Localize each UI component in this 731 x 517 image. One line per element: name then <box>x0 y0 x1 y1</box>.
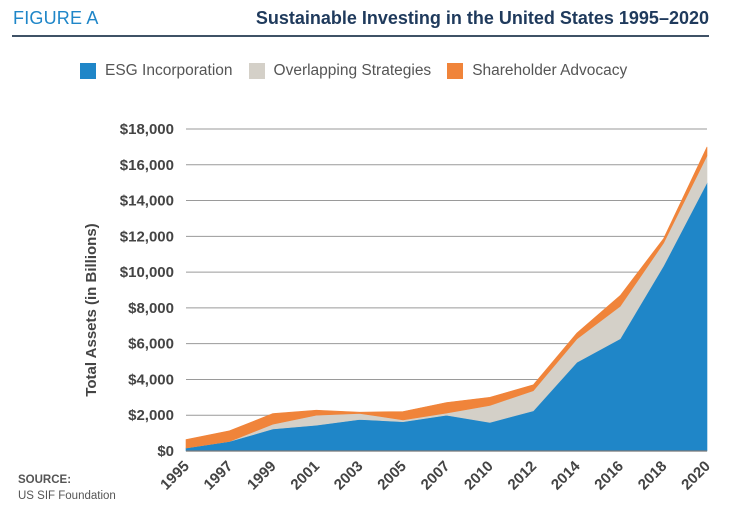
legend-label-overlapping: Overlapping Strategies <box>273 62 432 79</box>
source-note: SOURCE: US SIF Foundation <box>18 472 116 504</box>
chart-title: Sustainable Investing in the United Stat… <box>255 8 709 28</box>
y-tick-label: $16,000 <box>120 157 174 174</box>
title-divider <box>12 35 709 37</box>
x-tick-label: 2018 <box>635 458 671 494</box>
x-tick-label: 2014 <box>548 457 584 493</box>
y-tick-label: $6,000 <box>128 336 174 353</box>
x-tick-label: 2005 <box>374 458 410 494</box>
legend-item-advocacy: Shareholder Advocacy <box>447 62 627 80</box>
x-tick-label: 2016 <box>591 458 627 494</box>
x-tick-labels: 1995 1997 1999 2001 2003 2005 2007 2010 2012 2014… <box>157 457 714 493</box>
legend-item-overlapping: Overlapping Strategies <box>248 62 432 80</box>
x-tick-label: 2001 <box>287 458 323 494</box>
x-tick-label: 2010 <box>461 458 497 494</box>
x-tick-label: 2003 <box>331 458 367 494</box>
x-tick-label: 2020 <box>678 458 714 494</box>
x-tick-label: 1997 <box>201 458 237 494</box>
y-tick-label: $18,000 <box>120 121 174 138</box>
y-tick-label: $0 <box>157 443 174 460</box>
y-tick-label: $12,000 <box>120 228 174 245</box>
source-text: US SIF Foundation <box>18 490 116 502</box>
figure-label: FIGURE A <box>13 8 99 28</box>
y-tick-label: $14,000 <box>120 193 174 210</box>
legend-label-advocacy: Shareholder Advocacy <box>472 62 628 79</box>
legend-swatch-advocacy <box>447 63 464 79</box>
legend-item-esg: ESG Incorporation <box>80 62 233 80</box>
chart-legend: ESG Incorporation Overlapping Strategies… <box>80 62 627 80</box>
y-tick-label: $2,000 <box>128 407 174 424</box>
x-tick-label: 1995 <box>157 458 193 494</box>
legend-swatch-esg <box>80 63 96 79</box>
x-tick-label: 1999 <box>244 458 280 494</box>
y-tick-label: $10,000 <box>120 264 174 281</box>
y-axis-label: Total Assets (in Billions) <box>83 223 100 396</box>
legend-label-esg: ESG Incorporation <box>105 62 233 79</box>
area-shareholder-advocacy <box>185 146 708 449</box>
source-label: SOURCE: <box>18 474 72 486</box>
area-layer <box>185 146 708 452</box>
y-tick-labels: $0 $2,000 $4,000 $6,000 $8,000 $10,000 $12,000… <box>120 121 174 460</box>
y-tick-label: $8,000 <box>128 300 174 317</box>
y-tick-label: $4,000 <box>128 371 174 388</box>
x-tick-label: 2012 <box>505 458 541 494</box>
x-tick-label: 2007 <box>418 458 454 494</box>
legend-swatch-overlapping <box>248 63 265 79</box>
